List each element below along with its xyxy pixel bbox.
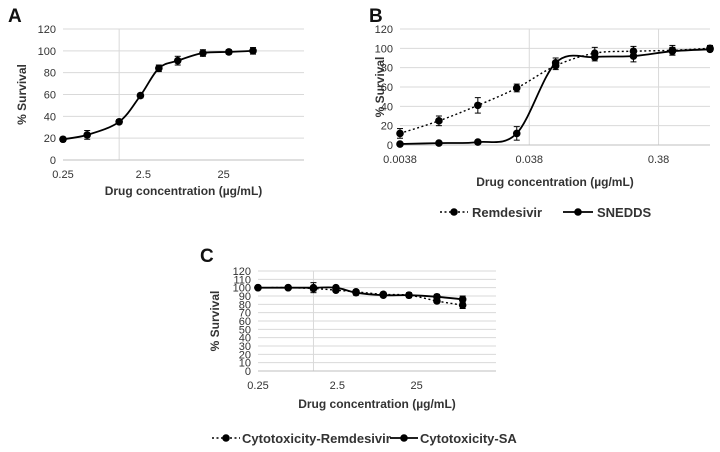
legend-label: Remdesivir <box>472 205 542 220</box>
x-axis-title: Drug concentration (µg/mL) <box>105 184 263 198</box>
data-point <box>706 45 714 54</box>
data-point <box>629 52 638 60</box>
y-tick-label: 40 <box>44 111 56 123</box>
chart-panel-b: B 0 20 40 60 80 100 120 0.0038 0.038 0.38 Drug conc… <box>369 6 714 220</box>
data-point <box>396 129 404 138</box>
legend-label: SNEDDS <box>597 205 652 220</box>
y-tick-label: 120 <box>375 24 393 36</box>
y-tick-label: 20 <box>239 349 251 361</box>
data-point <box>249 47 257 55</box>
y-tick-label: 0 <box>50 155 56 167</box>
data-point <box>173 56 182 65</box>
data-point <box>474 138 482 146</box>
x-tick-label: 0.25 <box>52 169 73 181</box>
x-axis-title: Drug concentration (µg/mL) <box>298 397 456 411</box>
chart-panel-a: A 0 20 40 60 80 100 120 0.25 2.5 25 Drug concentrat… <box>8 6 304 198</box>
series-line-main <box>62 49 254 141</box>
legend-marker <box>450 208 458 216</box>
panel-letter: B <box>369 6 383 27</box>
y-tick-label: 120 <box>233 266 251 278</box>
data-point <box>309 283 318 292</box>
data-point <box>59 135 67 144</box>
data-point <box>474 101 482 110</box>
y-tick-label: 80 <box>381 63 393 75</box>
y-tick-label: 60 <box>381 82 393 94</box>
y-tick-label: 110 <box>233 274 251 286</box>
y-axis-title: % Survival <box>373 57 387 118</box>
y-tick-label: 20 <box>381 121 393 133</box>
data-point <box>284 283 292 292</box>
y-tick-label: 60 <box>44 90 56 102</box>
y-tick-label: 60 <box>239 316 251 328</box>
x-tick-label: 25 <box>411 380 423 392</box>
data-point <box>433 293 441 301</box>
y-axis-title: % Survival <box>15 64 29 125</box>
panel-letter: C <box>200 246 214 267</box>
x-axis-title: Drug concentration (µg/mL) <box>476 175 634 189</box>
data-point <box>458 295 467 304</box>
y-tick-label: 20 <box>44 133 56 145</box>
y-tick-label: 80 <box>239 299 251 311</box>
y-tick-label: 50 <box>239 324 251 336</box>
x-tick-label: 2.5 <box>136 169 151 181</box>
x-tick-label: 25 <box>218 169 230 181</box>
y-tick-label: 10 <box>239 358 251 370</box>
x-tick-label: 2.5 <box>330 380 345 392</box>
y-tick-label: 120 <box>38 24 56 36</box>
data-point <box>551 59 560 67</box>
y-tick-label: 90 <box>239 291 251 303</box>
data-point <box>225 48 233 56</box>
data-point <box>458 301 467 309</box>
legend-marker <box>222 434 230 442</box>
data-point <box>590 53 599 61</box>
y-tick-label: 100 <box>233 283 251 295</box>
y-tick-label: 30 <box>239 341 251 353</box>
y-tick-label: 100 <box>38 46 56 58</box>
y-tick-label: 0 <box>387 140 393 152</box>
data-point <box>199 49 207 57</box>
legend-label: Cytotoxicity-Remdesivir <box>242 431 391 446</box>
data-point <box>155 64 163 73</box>
panel-letter: A <box>8 6 22 27</box>
x-tick-label: 0.38 <box>648 154 669 166</box>
data-point <box>379 291 388 299</box>
data-point <box>396 140 404 148</box>
data-point <box>435 117 443 125</box>
y-tick-label: 70 <box>239 308 251 320</box>
data-point <box>352 288 360 297</box>
data-point <box>136 91 145 100</box>
y-tick-label: 40 <box>381 101 393 113</box>
y-tick-label: 100 <box>375 43 393 55</box>
data-point <box>435 139 443 147</box>
data-point <box>254 283 262 292</box>
data-point <box>512 84 521 92</box>
x-tick-label: 0.038 <box>516 154 544 166</box>
x-tick-label: 0.0038 <box>383 154 417 166</box>
data-point <box>332 283 340 292</box>
y-tick-label: 0 <box>245 366 251 378</box>
data-point <box>668 47 677 56</box>
data-point <box>512 129 521 138</box>
data-point <box>405 291 413 299</box>
legend-marker <box>400 434 408 442</box>
legend-label: Cytotoxicity-SA <box>420 431 517 446</box>
y-axis-title: % Survival <box>208 291 222 352</box>
y-tick-label: 80 <box>44 68 56 80</box>
y-tick-label: 40 <box>239 333 251 345</box>
legend-marker <box>574 208 582 216</box>
data-point <box>115 117 123 126</box>
data-point <box>83 131 91 139</box>
x-tick-label: 0.25 <box>247 380 268 392</box>
